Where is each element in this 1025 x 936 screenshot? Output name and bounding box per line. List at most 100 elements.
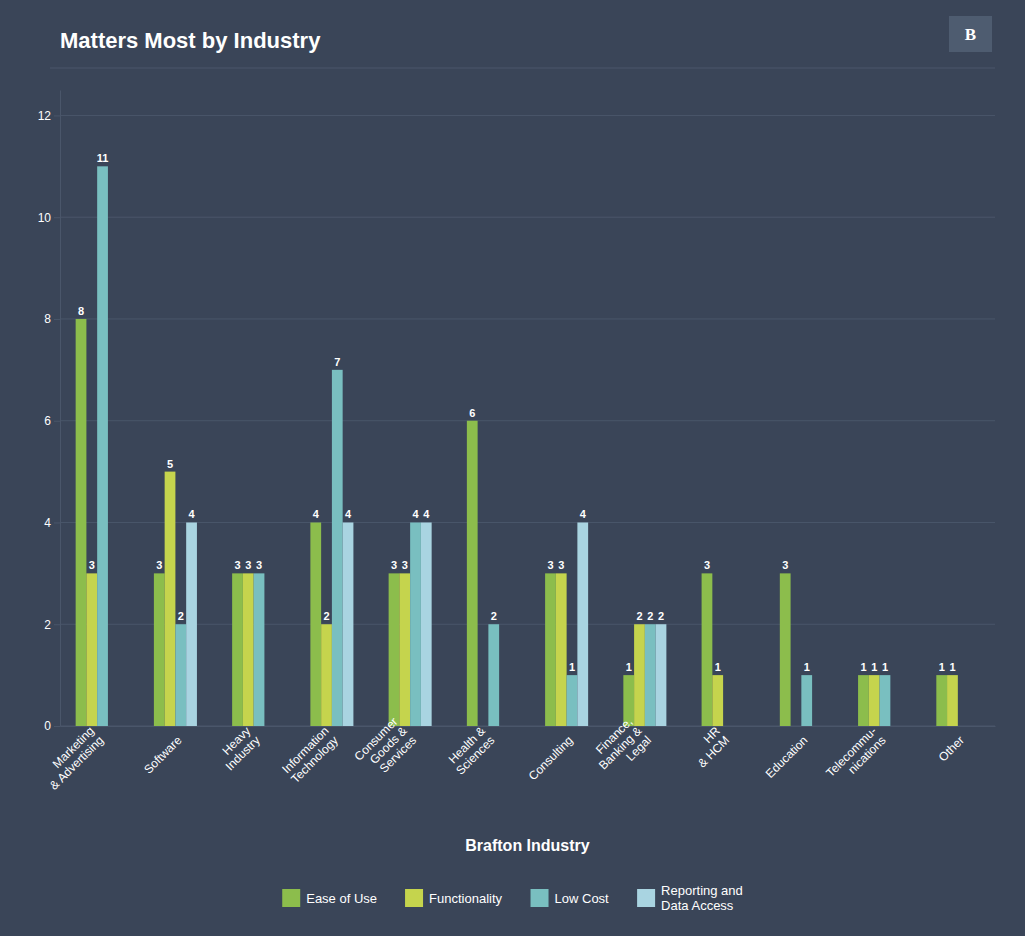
bar — [545, 573, 556, 726]
tick-mark — [54, 726, 60, 727]
data-label: 11 — [97, 152, 109, 164]
data-label: 2 — [647, 610, 653, 622]
tick-label: ConsumerGoods &Services — [352, 715, 420, 783]
data-label: 2 — [658, 610, 664, 622]
tick: Health &Sciences — [444, 724, 498, 778]
data-label: 3 — [402, 559, 408, 571]
grid-line — [60, 522, 995, 523]
tick-label: Software — [141, 733, 185, 777]
data-label: 8 — [78, 305, 84, 317]
logo: B — [949, 16, 992, 52]
bar — [499, 726, 510, 727]
bar — [656, 624, 667, 726]
bar — [812, 726, 823, 727]
tick-mark — [54, 115, 60, 116]
tick: Marketing& Advertising — [37, 724, 106, 793]
text-line: Ease of Use — [306, 891, 377, 906]
tick-label: HR& HCM — [686, 724, 733, 771]
data-label: 2 — [178, 610, 184, 622]
data-label: 5 — [167, 458, 173, 470]
x-axis: Marketing& Advertising Software HeavyIndus… — [37, 715, 995, 793]
axis-line — [61, 726, 996, 727]
bar — [332, 370, 343, 726]
tick: Other — [936, 726, 967, 764]
background — [0, 0, 1025, 936]
bar — [86, 573, 97, 726]
bar — [936, 675, 947, 726]
tick-mark — [54, 217, 60, 218]
legend-swatch — [405, 889, 423, 907]
data-label: 1 — [882, 661, 888, 673]
bar — [947, 675, 958, 726]
bar — [634, 624, 645, 726]
bar — [175, 624, 186, 726]
tick-label: Telecommu-nications — [823, 724, 888, 789]
grid-line — [60, 318, 995, 319]
legend-label: Low Cost — [555, 891, 610, 906]
text-line: Data Access — [661, 898, 734, 913]
bars — [76, 166, 958, 726]
tick: Consulting — [526, 726, 576, 783]
bar — [890, 726, 901, 727]
data-label: 1 — [626, 661, 632, 673]
bar — [321, 624, 332, 726]
separator — [50, 68, 995, 69]
tick-label: InformationTechnology — [279, 724, 341, 786]
legend-swatch — [531, 889, 549, 907]
bar — [880, 675, 891, 726]
text-line: & Advertising — [47, 733, 106, 792]
annotation: B — [965, 25, 976, 44]
bar — [410, 522, 421, 726]
tick: Education — [763, 726, 811, 781]
tick: 12 — [38, 109, 60, 123]
bar — [645, 624, 656, 726]
grid-line — [60, 624, 995, 625]
bar — [97, 166, 108, 726]
bar — [232, 573, 243, 726]
tick-label: Marketing& Advertising — [37, 724, 106, 793]
data-label: 4 — [188, 508, 195, 520]
data-label: 1 — [715, 661, 721, 673]
tick-label: HeavyIndustry — [213, 724, 262, 773]
x-axis-title: Brafton Industry — [465, 837, 590, 854]
data-label: 4 — [313, 508, 320, 520]
plot: 024681012Marketing& Advertising Software H… — [37, 91, 995, 793]
bar — [389, 573, 400, 726]
data-label: 6 — [469, 407, 475, 419]
grid-line — [60, 217, 995, 218]
bar — [399, 573, 410, 726]
tick: Telecommu-nications — [823, 724, 888, 789]
title: Matters Most by Industry — [60, 28, 321, 53]
tick: 6 — [44, 414, 60, 428]
bar — [421, 522, 432, 726]
chart: Matters Most by Industry B 024681012Market… — [0, 0, 1025, 936]
legend-swatch — [637, 889, 655, 907]
text-line: Reporting and — [661, 883, 743, 898]
tick-label: Health &Sciences — [444, 724, 498, 778]
grid-line — [60, 726, 995, 727]
text-line: Services — [377, 733, 419, 775]
data-label: 1 — [860, 661, 866, 673]
data-label: 7 — [334, 356, 340, 368]
bar — [467, 421, 478, 726]
tick: Software — [141, 726, 185, 777]
tick: 2 — [44, 618, 60, 632]
tick-label: 6 — [44, 414, 51, 428]
tick-label: Education — [763, 733, 811, 781]
y-axis: 024681012 — [38, 91, 61, 734]
text-line: Software — [141, 733, 185, 777]
data-label: 1 — [949, 661, 955, 673]
data-label: 1 — [939, 661, 945, 673]
bar — [310, 522, 321, 726]
text-line: Low Cost — [555, 891, 610, 906]
tick-label: Consulting — [526, 733, 576, 783]
bar — [488, 624, 499, 726]
tick-mark — [54, 522, 60, 523]
legend-item: Ease of Use — [282, 889, 377, 907]
data-label: 1 — [871, 661, 877, 673]
data-label: 3 — [704, 559, 710, 571]
series — [97, 166, 890, 726]
data-label: 3 — [234, 559, 240, 571]
tick-mark — [54, 319, 60, 320]
text-line: Consulting — [526, 733, 576, 783]
